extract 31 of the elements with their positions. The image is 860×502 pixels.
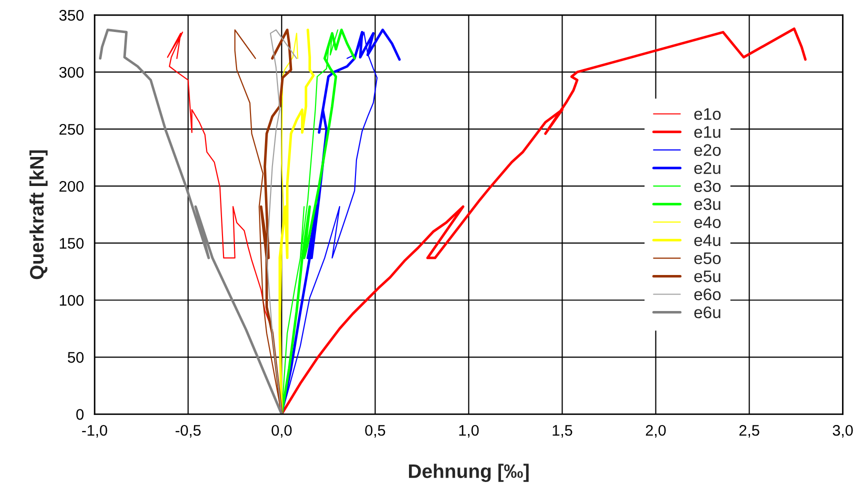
x-axis-title: Dehnung [‰]: [408, 464, 529, 482]
legend-label: e3u: [694, 198, 720, 210]
y-tick-label: 50: [68, 352, 84, 363]
y-tick-label: 300: [59, 66, 84, 78]
legend-label: e5u: [694, 270, 720, 282]
legend-label: e1o: [694, 108, 721, 120]
y-axis-title: Querkraft [kN]: [29, 150, 48, 280]
legend-label: e2o: [694, 144, 721, 156]
x-tick-label: -1,0: [82, 424, 108, 438]
legend-label: e6u: [694, 306, 720, 318]
y-tick-label: 0: [76, 409, 84, 420]
y-tick-label: 200: [59, 180, 84, 192]
x-tick-label: 0,5: [365, 424, 386, 438]
legend-label: e2u: [694, 162, 720, 174]
legend-label: e6o: [694, 288, 721, 300]
x-tick-label: 2,0: [646, 424, 666, 438]
y-tick-label: 100: [60, 294, 84, 306]
legend-label: e5o: [694, 252, 721, 264]
y-tick-label: 150: [60, 238, 84, 249]
x-tick-label: 3,0: [832, 424, 853, 438]
y-tick-label: 350: [59, 10, 84, 21]
x-tick-label: 1,0: [459, 424, 479, 438]
legend-label: e4o: [694, 216, 721, 228]
y-tick-label: 250: [59, 124, 84, 135]
x-tick-label: 0,0: [272, 424, 292, 438]
x-tick-label: 2,5: [739, 424, 760, 438]
x-tick-label: 1,5: [552, 425, 572, 438]
legend-label: e4u: [694, 234, 720, 246]
legend-label: e1u: [694, 126, 720, 138]
x-tick-label: -0,5: [176, 424, 201, 438]
legend-label: e3o: [694, 180, 721, 192]
